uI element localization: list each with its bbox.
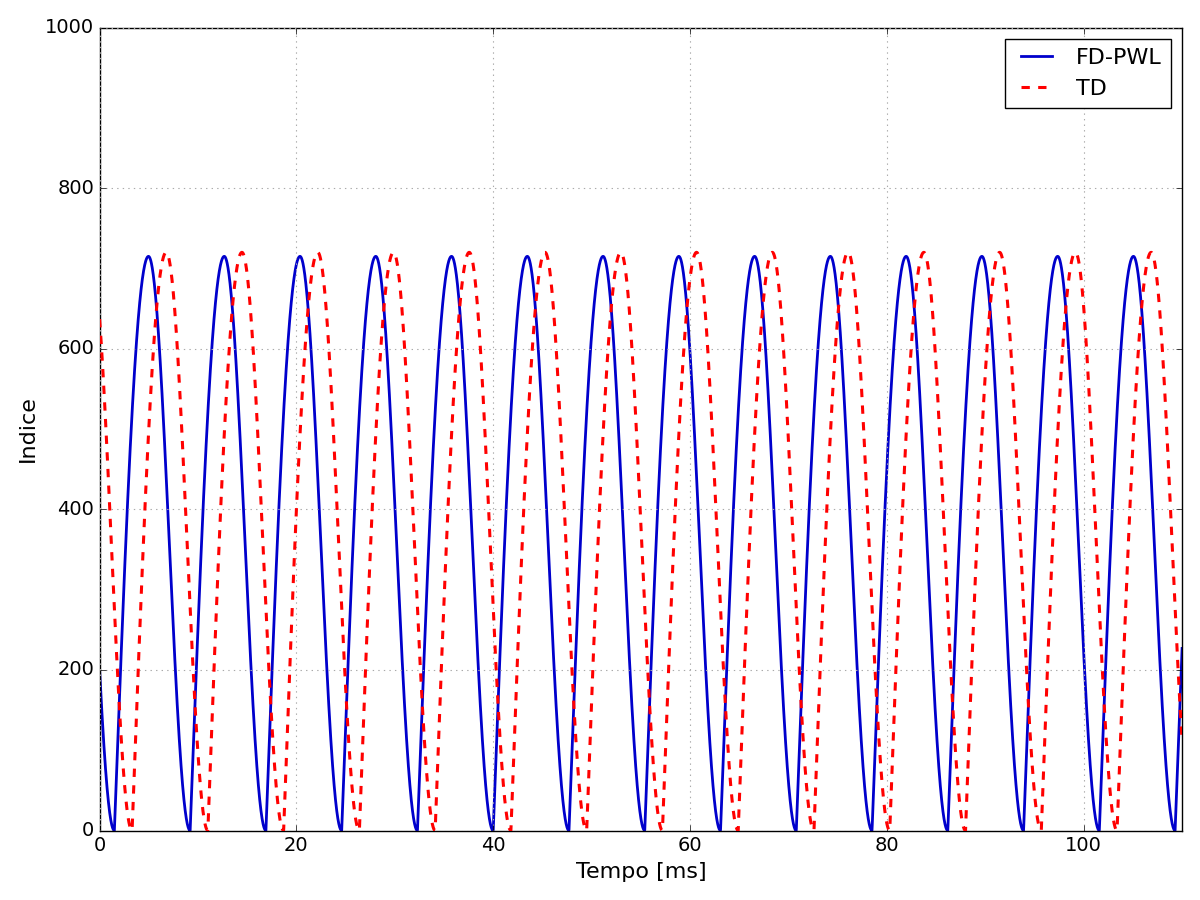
FD-PWL bbox=[968, 274, 983, 285]
TD bbox=[492, 712, 506, 723]
FD-PWL bbox=[182, 825, 197, 836]
FD-PWL bbox=[745, 256, 760, 266]
FD-PWL bbox=[148, 285, 162, 296]
TD bbox=[910, 276, 924, 287]
Line: FD-PWL: FD-PWL bbox=[100, 256, 1200, 831]
TD bbox=[148, 322, 162, 333]
TD bbox=[311, 247, 325, 257]
FD-PWL bbox=[92, 665, 107, 676]
FD-PWL bbox=[793, 729, 808, 740]
FD-PWL bbox=[492, 680, 506, 691]
FD-PWL bbox=[1194, 285, 1200, 296]
TD bbox=[745, 486, 760, 497]
Line: TD: TD bbox=[100, 252, 1200, 831]
X-axis label: Tempo [ms]: Tempo [ms] bbox=[576, 862, 706, 882]
Y-axis label: Indice: Indice bbox=[18, 396, 38, 463]
TD bbox=[806, 825, 821, 836]
TD bbox=[92, 314, 107, 325]
FD-PWL bbox=[823, 251, 838, 262]
TD bbox=[1194, 596, 1200, 607]
TD bbox=[793, 678, 808, 688]
TD bbox=[968, 563, 983, 574]
FD-PWL bbox=[910, 340, 924, 351]
Legend: FD-PWL, TD: FD-PWL, TD bbox=[1006, 39, 1171, 107]
